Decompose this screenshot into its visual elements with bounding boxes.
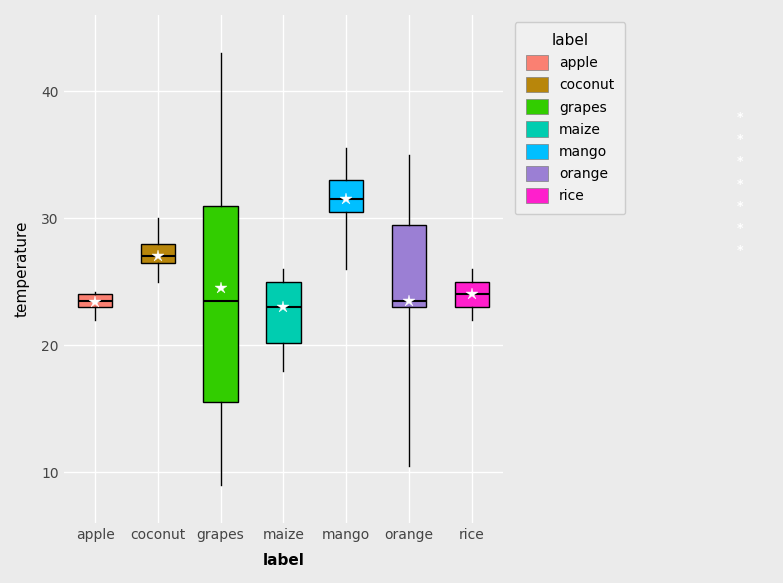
PathPatch shape: [392, 224, 426, 307]
Text: *: *: [737, 222, 743, 235]
Text: *: *: [737, 155, 743, 168]
Text: *: *: [737, 244, 743, 257]
Text: *: *: [737, 133, 743, 146]
PathPatch shape: [78, 294, 112, 307]
PathPatch shape: [329, 180, 363, 212]
Text: *: *: [737, 178, 743, 191]
Text: *: *: [737, 200, 743, 213]
PathPatch shape: [455, 282, 489, 307]
PathPatch shape: [140, 244, 175, 263]
Y-axis label: temperature: temperature: [15, 221, 30, 317]
X-axis label: label: label: [262, 553, 305, 568]
PathPatch shape: [266, 282, 301, 343]
Legend: apple, coconut, grapes, maize, mango, orange, rice: apple, coconut, grapes, maize, mango, or…: [514, 22, 626, 215]
Text: *: *: [737, 111, 743, 124]
PathPatch shape: [204, 206, 238, 402]
